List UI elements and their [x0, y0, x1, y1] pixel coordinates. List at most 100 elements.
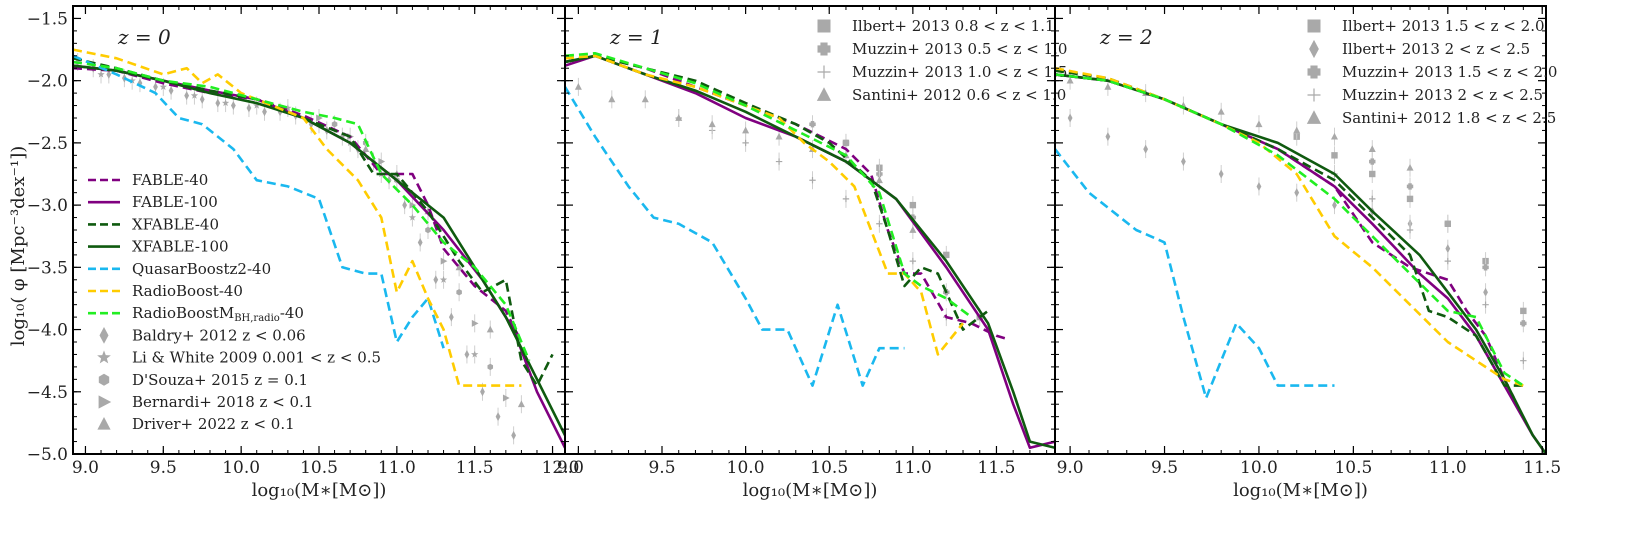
obs-point: [1293, 126, 1301, 134]
obs-point: [708, 120, 716, 128]
x-tick-label: 9.0: [72, 458, 99, 478]
obs-point: [190, 91, 199, 99]
plot-area: [1055, 66, 1546, 454]
legend-label: Ilbert+ 2013 2 < z < 2.5: [1342, 40, 1530, 58]
obs-point: [1520, 307, 1527, 315]
x-tick-label: 10.5: [810, 458, 848, 478]
panel-right: 9.0 9.5 10.0 10.5 11.0 11.5 log₁₀(M∗[M⊙]) z = 2…: [1054, 5, 1561, 501]
obs-point: [471, 350, 479, 358]
obs-point: [1143, 144, 1149, 154]
obs-point: [875, 176, 883, 184]
legend-marker: [1307, 65, 1321, 79]
obs-point: [842, 195, 850, 203]
obs-d-souza-2015-z-0-1: [331, 115, 494, 376]
obs-point: [440, 257, 448, 265]
y-tick-label: −2.5: [27, 134, 68, 154]
panel-left: 9.0 9.5 10.0 10.5 11.0 11.5 12.0 −1.5 −2.0 −2.5 −3…: [27, 5, 580, 501]
x-axis-label: log₁₀(M∗[M⊙]): [252, 480, 387, 501]
obs-point: [439, 275, 448, 283]
y-tick-label: −4.5: [27, 383, 68, 403]
obs-point: [1445, 244, 1451, 254]
obs-point: [1067, 113, 1073, 123]
legend-marker: [1309, 39, 1319, 59]
x-tick-label: 11.0: [894, 458, 932, 478]
legend-marker: [99, 327, 109, 344]
obs-point: [909, 226, 917, 233]
panel-middle: 9.0 9.5 10.0 10.5 11.0 11.5 log₁₀(M∗[M⊙]) z = 1…: [557, 5, 1067, 501]
series-xfable-100: [1055, 73, 1546, 454]
series-quasarboostz2-40: [565, 86, 905, 387]
obs-point: [215, 98, 221, 108]
x-tick-label: 9.5: [1151, 458, 1178, 478]
x-tick-label: 9.0: [1057, 458, 1084, 478]
legend-suffix: -40: [280, 304, 304, 322]
obs-point: [487, 363, 494, 371]
legend-label: Ilbert+ 2013 1.5 < z < 2.0: [1342, 17, 1545, 35]
obs-point: [1482, 264, 1489, 271]
y-tick-label: −2.0: [27, 72, 68, 92]
obs-point: [574, 83, 582, 90]
legend-marker: [817, 42, 831, 56]
series-radioboost-40: [73, 48, 522, 387]
obs-point: [1256, 181, 1262, 191]
legend-label: Muzzin+ 2013 1.5 < z < 2.0: [1342, 63, 1557, 81]
obs-point: [471, 319, 479, 327]
plot-area: [73, 48, 565, 449]
legend-subscript: BH,radio: [234, 313, 280, 324]
obs-muzzin-2013-1-5-z-2-0: [1369, 152, 1527, 333]
obs-point: [1444, 257, 1451, 265]
obs-point: [809, 177, 816, 184]
obs-point: [1181, 157, 1186, 167]
obs-point: [1406, 195, 1414, 203]
series-radioboostmbh-radio-40: [565, 52, 973, 319]
obs-point: [448, 312, 454, 322]
obs-point: [425, 226, 431, 234]
obs-point: [1294, 188, 1300, 198]
obs-point: [742, 126, 750, 134]
series-fable-100: [1055, 73, 1546, 454]
legend-label: Muzzin+ 2013 1.0 < z < 1.5: [852, 63, 1067, 81]
obs-point: [1217, 107, 1225, 115]
obs-point: [1330, 132, 1339, 140]
obs-point: [742, 139, 749, 147]
series-xfable-100: [565, 54, 1055, 450]
legend-label: RadioBoostMBH,radio-40: [132, 304, 304, 324]
obs-point: [97, 70, 105, 78]
legend-label: QuasarBoostz2-40: [132, 260, 271, 278]
x-tick-label: 12.0: [542, 458, 580, 478]
x-tick-label: 9.5: [150, 458, 177, 478]
series-radioboostmbh-radio-40: [73, 60, 531, 362]
redshift-label: z = 2: [1099, 25, 1153, 49]
obs-point: [464, 349, 470, 359]
obs-point: [284, 104, 292, 112]
legend-label: XFABLE-40: [132, 215, 219, 233]
obs-point: [184, 91, 190, 101]
obs-point: [153, 82, 158, 92]
y-tick-label: −3.0: [27, 196, 68, 216]
obs-point: [909, 257, 917, 265]
x-tick-label: 11.0: [378, 458, 416, 478]
obs-point: [909, 201, 917, 209]
redshift-label: z = 1: [609, 25, 663, 49]
obs-point: [943, 251, 950, 259]
legend-label: Bernardi+ 2018 z < 0.1: [132, 393, 313, 411]
obs-point: [433, 275, 439, 285]
legend-right: Ilbert+ 2013 1.5 < z < 2.0 Ilbert+ 2013 2…: [1306, 17, 1557, 127]
obs-point: [455, 263, 463, 271]
obs-ilbert-2013-2-z-2-5: [1067, 109, 1488, 302]
legend-marker: [1307, 19, 1321, 33]
legend-label: Li & White 2009 0.001 < z < 0.5: [132, 349, 381, 367]
obs-point: [842, 139, 850, 147]
obs-point: [221, 99, 230, 107]
obs-point: [253, 101, 261, 109]
legend-label: Muzzin+ 2013 0.5 < z < 1.0: [852, 40, 1067, 58]
x-tick-label: 11.5: [978, 458, 1016, 478]
series-radioboostmbh-radio-40: [1055, 73, 1525, 387]
legend-marker: [817, 19, 831, 33]
obs-point: [1520, 357, 1527, 364]
legend-label: Santini+ 2012 0.6 < z < 1.0: [852, 86, 1066, 104]
obs-point: [775, 132, 783, 140]
obs-point: [502, 394, 510, 402]
obs-point: [641, 95, 649, 103]
